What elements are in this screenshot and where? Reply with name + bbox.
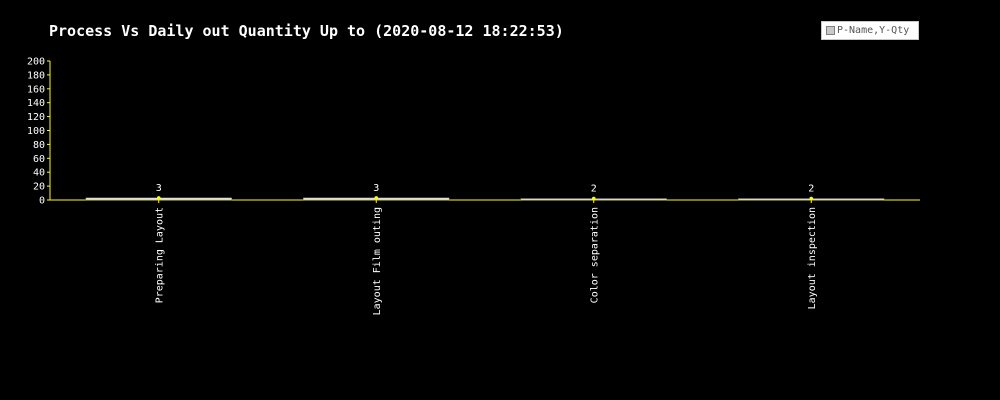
y-tick-label: 0: [39, 196, 45, 207]
bar-value-label: 3: [373, 183, 379, 194]
y-tick-label: 40: [33, 168, 45, 179]
bar-value-label: 3: [156, 183, 162, 194]
y-tick-label: 180: [27, 70, 45, 81]
bar-marker: [591, 196, 596, 201]
x-category-label: Layout inspection: [807, 207, 818, 309]
x-category-label: Layout Film outing: [372, 207, 383, 315]
y-tick-label: 200: [27, 57, 45, 68]
bar-value-label: 2: [808, 184, 814, 195]
y-tick-label: 20: [33, 182, 45, 193]
bar-marker: [156, 196, 161, 200]
x-category-label: Color separation: [589, 207, 600, 303]
legend: P-Name,Y-Qty: [821, 21, 919, 40]
y-tick-label: 160: [27, 84, 45, 95]
legend-swatch: [826, 26, 835, 35]
x-category-label: Preparing Layout: [154, 207, 165, 303]
y-tick-label: 60: [33, 154, 45, 165]
chart-title: Process Vs Daily out Quantity Up to (202…: [49, 22, 564, 40]
legend-label: P-Name,Y-Qty: [837, 25, 910, 36]
y-tick-label: 140: [27, 98, 45, 109]
y-tick-label: 120: [27, 112, 45, 123]
y-tick-label: 100: [27, 126, 45, 137]
bar-marker: [374, 196, 379, 200]
bar-value-label: 2: [591, 184, 597, 195]
y-tick-label: 80: [33, 140, 45, 151]
bar-marker: [809, 196, 814, 201]
